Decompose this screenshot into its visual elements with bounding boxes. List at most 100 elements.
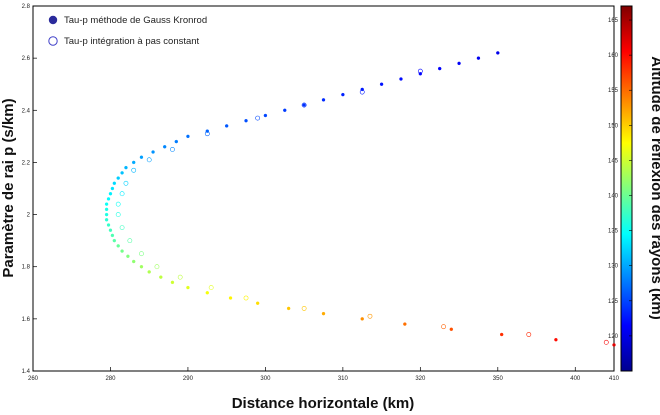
point-gauss-kronrod-21: [132, 160, 136, 165]
point-gauss-kronrod-13: [244, 119, 248, 123]
colorbar-tick-label-5: 145: [608, 158, 619, 164]
x-tick-label-8: 410: [609, 376, 620, 382]
point-gauss-kronrod-37: [116, 244, 120, 248]
point-gauss-kronrod-8: [341, 92, 345, 97]
legend-marker-gauss-kronrod: [48, 15, 58, 25]
colorbar-tick-label-0: 120: [608, 334, 619, 340]
point-pas-constant-21: [441, 324, 446, 330]
plot-frame: [32, 5, 615, 372]
x-tick-label-5: 320: [415, 376, 426, 382]
y-tick-label-1: 1.6: [22, 317, 31, 323]
x-axis-title: Distance horizontale (km): [232, 395, 415, 412]
colorbar-tick-label-8: 160: [608, 53, 619, 59]
point-gauss-kronrod-24: [116, 176, 120, 180]
x-tick-label-7: 400: [570, 376, 581, 382]
point-gauss-kronrod-9: [321, 98, 326, 102]
y-tick-label-2: 1.8: [22, 265, 31, 271]
point-pas-constant-23: [603, 339, 609, 345]
point-pas-constant-9: [119, 191, 125, 197]
colorbar-tick-label-9: 165: [608, 18, 619, 24]
point-pas-constant-13: [127, 238, 133, 244]
colorbar: 120 125 130 135 140 145 150 155 160 165 Altitude …: [608, 5, 660, 372]
y-axis-title: Paramètre de rai p (s/km): [0, 98, 17, 277]
point-pas-constant-17: [208, 285, 214, 290]
point-gauss-kronrod-16: [186, 134, 190, 139]
point-pas-constant-0: [417, 68, 423, 74]
point-gauss-kronrod-33: [106, 223, 111, 227]
point-pas-constant-5: [170, 146, 175, 152]
point-gauss-kronrod-50: [321, 311, 326, 316]
point-gauss-kronrod-47: [228, 296, 233, 300]
point-gauss-kronrod-54: [499, 332, 504, 337]
point-gauss-kronrod-11: [283, 108, 287, 112]
legend-marker-pas-constant: [48, 36, 58, 46]
x-tick-label-0: 260: [28, 376, 39, 382]
point-pas-constant-4: [204, 131, 210, 137]
point-gauss-kronrod-2: [457, 61, 461, 66]
point-gauss-kronrod-6: [379, 82, 384, 86]
point-pas-constant-19: [301, 306, 307, 311]
colorbar-tick-label-7: 155: [608, 88, 619, 94]
point-gauss-kronrod-28: [106, 197, 111, 201]
point-pas-constant-11: [115, 212, 121, 217]
point-gauss-kronrod-31: [104, 212, 109, 217]
point-gauss-kronrod-45: [186, 285, 190, 290]
point-gauss-kronrod-0: [496, 51, 500, 55]
legend-label-pas-constant: Tau-p intégration à pas constant: [64, 36, 200, 47]
point-gauss-kronrod-26: [110, 186, 115, 191]
y-tick-label-7: 2.8: [22, 4, 31, 10]
point-pas-constant-8: [123, 180, 129, 186]
point-pas-constant-7: [131, 167, 137, 173]
x-tick-label-4: 310: [338, 376, 349, 382]
y-tick-label-5: 2.4: [22, 108, 31, 114]
colorbar-ticks: 120 125 130 135 140 145 150 155 160 165: [608, 18, 632, 340]
point-pas-constant-14: [139, 251, 144, 257]
point-gauss-kronrod-1: [476, 56, 481, 60]
x-tick-label-2: 290: [183, 376, 194, 382]
legend-label-gauss-kronrod: Tau-p méthode de Gauss Kronrod: [64, 15, 207, 26]
point-pas-constant-16: [177, 274, 183, 280]
point-gauss-kronrod-14: [224, 124, 229, 128]
point-gauss-kronrod-25: [112, 181, 117, 185]
point-pas-constant-22: [526, 332, 532, 337]
point-gauss-kronrod-32: [104, 218, 109, 222]
point-gauss-kronrod-42: [147, 270, 151, 274]
point-gauss-kronrod-10: [302, 103, 306, 107]
point-pas-constant-18: [243, 295, 249, 301]
x-axis-ticks: 260 280 290 300 310 320 350 400 410: [28, 367, 620, 382]
colorbar-scale: [620, 5, 633, 372]
point-gauss-kronrod-49: [286, 306, 291, 311]
point-gauss-kronrod-34: [108, 228, 113, 232]
colorbar-tick-label-4: 140: [608, 194, 619, 200]
point-gauss-kronrod-56: [612, 343, 616, 347]
point-gauss-kronrod-39: [126, 254, 130, 258]
point-gauss-kronrod-29: [104, 202, 109, 206]
x-tick-label-1: 280: [105, 376, 116, 382]
y-tick-label-0: 1.4: [22, 369, 31, 375]
colorbar-tick-label-2: 130: [608, 264, 619, 270]
point-gauss-kronrod-17: [174, 139, 179, 144]
point-gauss-kronrod-3: [438, 66, 442, 71]
point-pas-constant-3: [255, 115, 261, 121]
point-gauss-kronrod-44: [170, 280, 175, 285]
point-pas-constant-6: [146, 157, 152, 163]
point-pas-constant-2: [301, 102, 307, 108]
point-gauss-kronrod-18: [162, 145, 167, 149]
plot-area: 260 280 290 300 310 320 350 400 410 1.4 1.6 1.8 2 2.…: [22, 4, 620, 382]
colorbar-title: Altitude de réflexion des rayons (km): [648, 56, 660, 319]
point-gauss-kronrod-53: [449, 327, 454, 331]
data-marks: [104, 51, 616, 347]
point-gauss-kronrod-48: [255, 301, 260, 305]
point-gauss-kronrod-55: [554, 338, 558, 342]
point-gauss-kronrod-5: [399, 77, 403, 81]
legend: Tau-p méthode de Gauss Kronrod Tau-p int…: [48, 15, 207, 47]
point-pas-constant-15: [154, 264, 160, 270]
point-gauss-kronrod-52: [403, 322, 407, 326]
point-gauss-kronrod-19: [151, 150, 155, 154]
point-gauss-kronrod-22: [124, 165, 128, 170]
point-gauss-kronrod-35: [110, 233, 115, 238]
colorbar-tick-label-6: 150: [608, 123, 619, 129]
y-tick-label-6: 2.6: [22, 56, 31, 62]
y-tick-label-3: 2: [27, 213, 31, 219]
